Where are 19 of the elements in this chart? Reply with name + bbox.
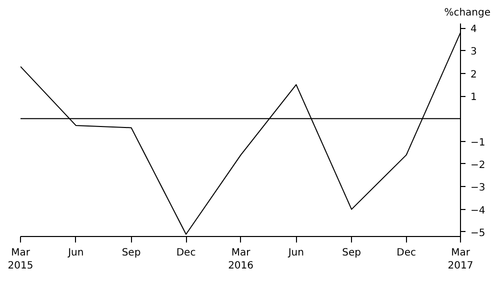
y-tick-label: −1: [470, 137, 486, 148]
x-tick-label: Dec: [396, 248, 416, 258]
y-tick-label: 1: [470, 92, 477, 104]
x-tick-label: Jun: [67, 248, 84, 258]
y-tick-label: 2: [470, 69, 477, 80]
y-tick-label: 3: [470, 46, 477, 58]
y-tick-label: 4: [470, 24, 477, 36]
x-tick-label: Dec: [176, 248, 196, 258]
x-tick-label: Sep: [122, 248, 141, 258]
y-tick-label: −3: [470, 182, 486, 194]
x-tick-label: Mar 2015: [8, 248, 34, 272]
y-tick-label: −2: [470, 160, 486, 171]
x-tick-label: Mar 2016: [228, 248, 254, 272]
y-axis-title: %change: [444, 8, 491, 18]
y-tick-label: −4: [470, 205, 486, 216]
x-tick-label: Jun: [287, 248, 304, 258]
x-tick-label: Sep: [342, 248, 361, 258]
y-tick-label: −5: [470, 228, 486, 239]
x-tick-label: Mar 2017: [448, 248, 474, 272]
